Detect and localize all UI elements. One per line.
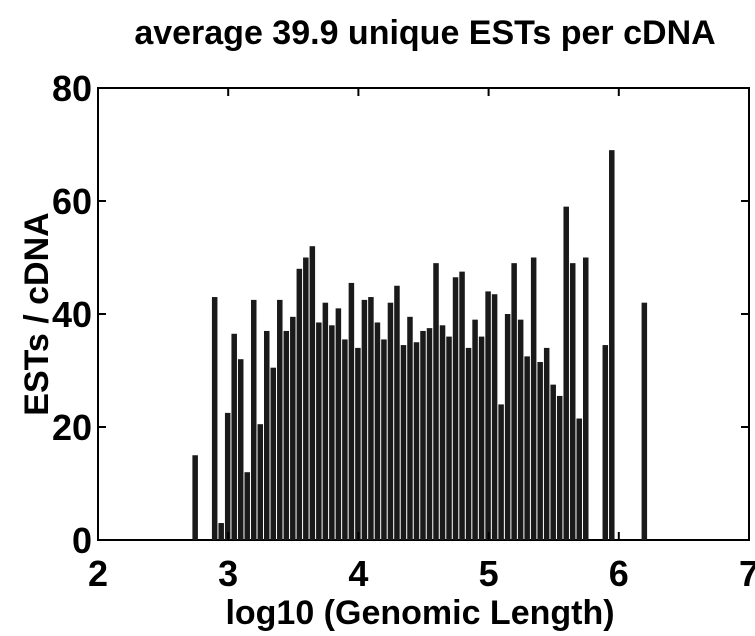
histogram-bar [316, 322, 322, 540]
histogram-bar [283, 330, 290, 540]
histogram-bar [296, 268, 303, 540]
x-tick-label: 3 [218, 553, 238, 594]
histogram-bar [368, 297, 374, 540]
y-tick-label: 0 [72, 520, 92, 561]
histogram-bar [602, 345, 609, 540]
histogram-bar [511, 263, 517, 540]
histogram-bar [387, 302, 394, 540]
histogram-bar [478, 336, 485, 540]
histogram-bar [569, 263, 576, 540]
bars-group [192, 150, 648, 541]
histogram-bar [192, 455, 198, 540]
histogram-bar [465, 347, 472, 540]
histogram-bar [407, 316, 413, 540]
histogram-bar [231, 333, 237, 540]
histogram-bar [485, 291, 491, 540]
x-tick-label: 2 [88, 553, 108, 594]
x-tick-label: 6 [609, 553, 629, 594]
histogram-bar [237, 359, 244, 540]
histogram-bar [335, 308, 342, 540]
histogram-bar [641, 302, 648, 540]
chart-title: average 39.9 unique ESTs per cDNA [134, 14, 715, 52]
histogram-bar [394, 285, 400, 540]
histogram-bar [543, 347, 550, 540]
histogram-bar [439, 325, 446, 540]
histogram-bar [400, 345, 407, 540]
histogram-bar [355, 347, 361, 540]
histogram-bar [504, 314, 511, 540]
x-tick-label: 4 [348, 553, 368, 594]
histogram-bar [309, 246, 316, 540]
histogram-bar [433, 263, 439, 540]
histogram-bar [452, 277, 459, 540]
histogram-bar [563, 206, 569, 540]
histogram-bar [211, 297, 218, 540]
y-axis-ticks: 0 20 40 60 80 [52, 68, 749, 561]
x-axis-ticks: 2 3 4 5 6 7 [88, 88, 755, 594]
histogram-bar [420, 330, 426, 540]
histogram-bar [322, 302, 329, 540]
y-tick-label: 20 [52, 407, 92, 448]
histogram-bar [556, 395, 563, 540]
y-tick-label: 40 [52, 294, 92, 335]
histogram-bar [270, 367, 277, 540]
histogram-bar [329, 325, 335, 540]
histogram-bar [244, 472, 250, 540]
histogram-bar [257, 424, 264, 540]
histogram-bar [524, 356, 530, 541]
histogram-bar [537, 362, 543, 540]
y-tick-label: 60 [52, 181, 92, 222]
x-tick-label: 7 [739, 553, 755, 594]
y-axis-label: ESTs / cDNA [18, 212, 56, 415]
histogram-bar [576, 418, 582, 540]
histogram-bar [491, 294, 498, 540]
histogram-bar [374, 322, 381, 540]
histogram-bar [264, 330, 270, 540]
histogram-bar [413, 342, 420, 540]
histogram-bar [277, 299, 283, 541]
histogram-bar [472, 319, 478, 540]
y-tick-label: 80 [52, 68, 92, 109]
x-tick-label: 5 [479, 553, 499, 594]
histogram-bar [530, 257, 537, 540]
histogram-bar [381, 339, 387, 540]
histogram-bar [446, 336, 452, 540]
histogram-bar [348, 282, 355, 540]
histogram-bar [290, 316, 296, 540]
histogram-bar [361, 299, 368, 541]
histogram-bar [218, 523, 224, 540]
histogram-bar [517, 319, 524, 540]
histogram-bar [550, 384, 556, 541]
histogram-bar [426, 328, 433, 541]
histogram-bar [609, 150, 615, 540]
histogram-bar [224, 412, 231, 541]
x-axis-label: log10 (Genomic Length) [225, 594, 614, 632]
histogram-bar [303, 257, 309, 540]
histogram-bar [582, 257, 589, 540]
histogram-bar [342, 339, 348, 540]
histogram-bar [459, 271, 465, 541]
histogram-bar [250, 299, 257, 541]
histogram-bar [498, 404, 504, 540]
